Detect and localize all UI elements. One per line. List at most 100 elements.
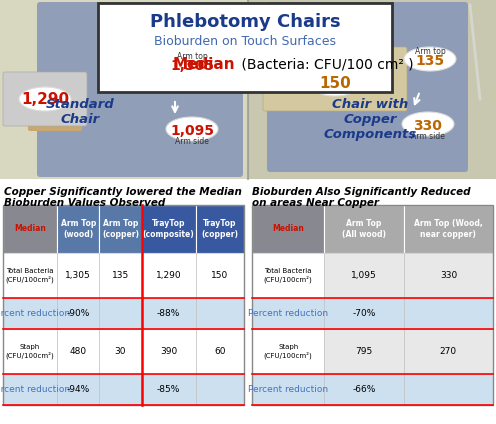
FancyBboxPatch shape <box>324 253 404 298</box>
Text: Arm Top
(wood): Arm Top (wood) <box>61 219 96 239</box>
FancyBboxPatch shape <box>99 298 141 329</box>
FancyBboxPatch shape <box>324 374 404 404</box>
FancyBboxPatch shape <box>99 205 141 253</box>
Text: 330: 330 <box>414 119 442 133</box>
Text: -88%: -88% <box>157 309 181 318</box>
Text: Arm Top
(copper): Arm Top (copper) <box>102 219 139 239</box>
FancyBboxPatch shape <box>141 253 196 298</box>
Text: 1,095: 1,095 <box>170 124 214 138</box>
Text: Arm Top
(All wood): Arm Top (All wood) <box>342 219 386 239</box>
FancyBboxPatch shape <box>57 253 99 298</box>
FancyBboxPatch shape <box>141 374 196 404</box>
FancyBboxPatch shape <box>404 205 493 253</box>
FancyBboxPatch shape <box>252 205 324 253</box>
Text: Standard
Chair: Standard Chair <box>46 98 115 126</box>
Text: 135: 135 <box>416 54 444 68</box>
Text: 30: 30 <box>115 347 126 356</box>
FancyBboxPatch shape <box>3 374 57 404</box>
FancyBboxPatch shape <box>141 298 196 329</box>
Ellipse shape <box>166 52 218 76</box>
FancyBboxPatch shape <box>404 253 493 298</box>
FancyBboxPatch shape <box>263 47 407 111</box>
FancyBboxPatch shape <box>3 72 87 126</box>
Text: -66%: -66% <box>352 385 376 394</box>
Text: Percent reduction: Percent reduction <box>0 309 70 318</box>
FancyBboxPatch shape <box>252 329 324 374</box>
FancyBboxPatch shape <box>57 298 99 329</box>
FancyBboxPatch shape <box>196 298 244 329</box>
Ellipse shape <box>166 117 218 141</box>
Text: 1,305: 1,305 <box>170 59 214 73</box>
Text: on areas Near Copper: on areas Near Copper <box>252 198 379 208</box>
Text: Chair with
Copper
Components: Chair with Copper Components <box>323 98 417 141</box>
Text: 1,095: 1,095 <box>351 271 377 280</box>
Text: Arm side: Arm side <box>411 132 445 141</box>
FancyBboxPatch shape <box>196 205 244 253</box>
FancyBboxPatch shape <box>196 253 244 298</box>
Text: Bioburden Values Observed: Bioburden Values Observed <box>4 198 165 208</box>
Text: 60: 60 <box>214 347 226 356</box>
Text: Percent reduction: Percent reduction <box>248 385 328 394</box>
Ellipse shape <box>309 72 361 96</box>
FancyBboxPatch shape <box>3 298 57 329</box>
Text: 270: 270 <box>440 347 457 356</box>
FancyBboxPatch shape <box>3 253 57 298</box>
Ellipse shape <box>19 87 71 111</box>
FancyBboxPatch shape <box>99 374 141 404</box>
FancyBboxPatch shape <box>57 205 99 253</box>
Text: 1,305: 1,305 <box>65 271 91 280</box>
Text: Arm side: Arm side <box>175 137 209 146</box>
Text: Staph
(CFU/100cm²): Staph (CFU/100cm²) <box>264 344 312 359</box>
Ellipse shape <box>402 112 454 136</box>
Text: Copper Significantly lowered the Median: Copper Significantly lowered the Median <box>4 187 242 197</box>
FancyBboxPatch shape <box>141 329 196 374</box>
Text: Arm top: Arm top <box>177 52 207 61</box>
FancyBboxPatch shape <box>404 374 493 404</box>
FancyBboxPatch shape <box>267 2 468 172</box>
FancyBboxPatch shape <box>57 329 99 374</box>
Text: 390: 390 <box>160 347 177 356</box>
Text: -85%: -85% <box>157 385 181 394</box>
Text: 1,290: 1,290 <box>156 271 182 280</box>
FancyBboxPatch shape <box>141 205 196 253</box>
Text: Median: Median <box>173 57 235 72</box>
FancyBboxPatch shape <box>196 329 244 374</box>
Text: -94%: -94% <box>66 385 90 394</box>
FancyBboxPatch shape <box>37 2 243 177</box>
FancyBboxPatch shape <box>57 374 99 404</box>
Text: 330: 330 <box>440 271 457 280</box>
Text: Median: Median <box>14 224 46 233</box>
FancyBboxPatch shape <box>324 329 404 374</box>
FancyBboxPatch shape <box>196 374 244 404</box>
FancyBboxPatch shape <box>98 3 392 92</box>
FancyBboxPatch shape <box>0 0 248 179</box>
FancyBboxPatch shape <box>3 205 57 253</box>
Text: (Bacteria: CFU/100 cm² ): (Bacteria: CFU/100 cm² ) <box>237 57 414 71</box>
FancyBboxPatch shape <box>99 329 141 374</box>
Text: Staph
(CFU/100cm²): Staph (CFU/100cm²) <box>6 344 55 359</box>
FancyBboxPatch shape <box>404 329 493 374</box>
Text: -70%: -70% <box>352 309 376 318</box>
FancyBboxPatch shape <box>324 298 404 329</box>
FancyBboxPatch shape <box>324 205 404 253</box>
Text: Median: Median <box>272 224 304 233</box>
Text: 150: 150 <box>319 76 351 92</box>
Text: 480: 480 <box>70 347 87 356</box>
Text: Percent reduction: Percent reduction <box>248 309 328 318</box>
Text: Percent reduction: Percent reduction <box>0 385 70 394</box>
FancyBboxPatch shape <box>252 374 324 404</box>
Text: Total Bacteria
(CFU/100cm²): Total Bacteria (CFU/100cm²) <box>264 268 312 283</box>
Text: Bioburden Also Significantly Reduced: Bioburden Also Significantly Reduced <box>252 187 471 197</box>
Text: TrayTop
(copper): TrayTop (copper) <box>201 219 239 239</box>
FancyBboxPatch shape <box>404 298 493 329</box>
Ellipse shape <box>404 47 456 71</box>
FancyBboxPatch shape <box>99 253 141 298</box>
Text: Total Bacteria
(CFU/100cm²): Total Bacteria (CFU/100cm²) <box>6 268 55 283</box>
FancyBboxPatch shape <box>252 253 324 298</box>
FancyBboxPatch shape <box>252 298 324 329</box>
Text: Arm top: Arm top <box>415 47 445 56</box>
FancyBboxPatch shape <box>28 97 82 131</box>
Text: 150: 150 <box>211 271 229 280</box>
Text: 795: 795 <box>356 347 372 356</box>
Text: TrayTop
(composite): TrayTop (composite) <box>143 219 194 239</box>
